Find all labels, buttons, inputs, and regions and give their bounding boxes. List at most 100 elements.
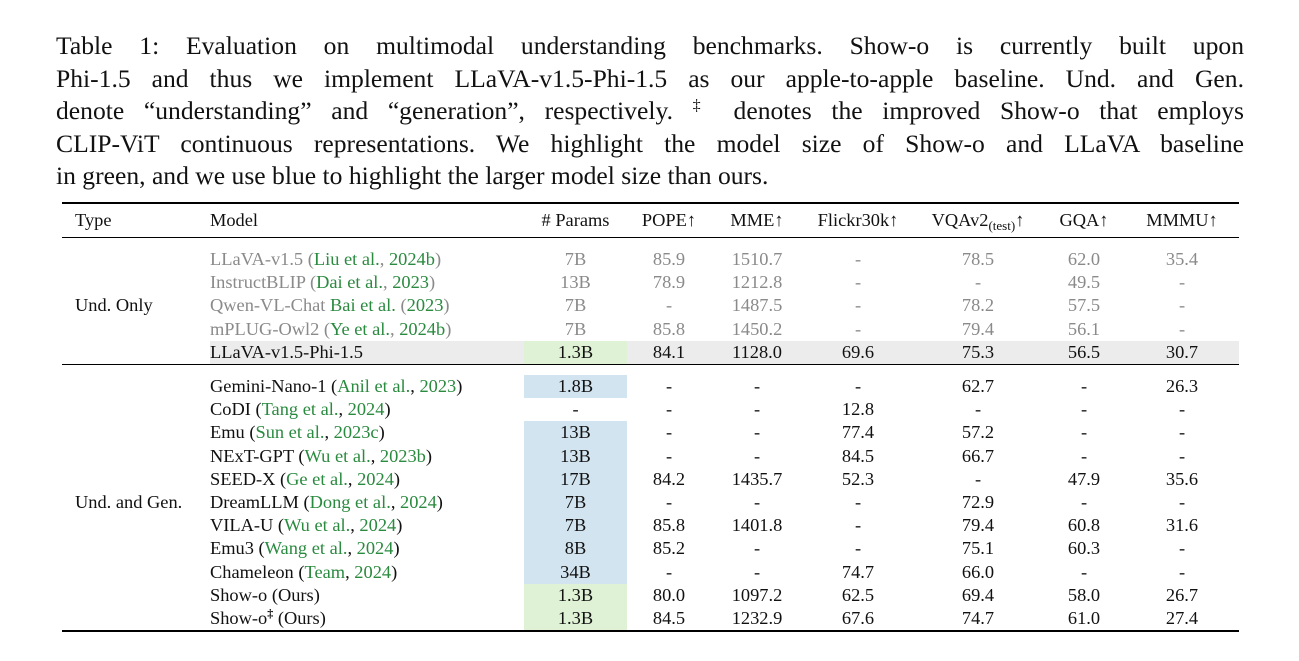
results-table: Type Model # Params POPE↑ MME↑ Flickr30k… xyxy=(62,202,1239,632)
flickr-cell: - xyxy=(854,515,862,536)
gqa-cell: - xyxy=(1080,376,1088,397)
mme-cell: 1232.9 xyxy=(731,608,783,629)
group-label-und-only: Und. Only xyxy=(75,295,153,316)
gqa-cell: - xyxy=(1080,561,1088,582)
double-dagger-symbol: ‡ xyxy=(692,97,714,114)
gqa-cell: 47.9 xyxy=(1067,468,1101,489)
mmmu-cell: 30.7 xyxy=(1125,340,1239,365)
caption-line-4: CLIP-ViT continuous representations. We … xyxy=(56,128,1244,158)
pope-cell: 80.0 xyxy=(652,584,686,605)
flickr-cell: - xyxy=(854,492,862,513)
flickr-cell: 67.6 xyxy=(841,608,875,629)
vqav2-cell: 69.4 xyxy=(961,584,995,605)
mme-cell: - xyxy=(753,376,761,397)
params-cell-highlight-blue: 17B xyxy=(524,467,627,492)
flickr-cell: - xyxy=(854,272,862,293)
mme-cell: - xyxy=(753,538,761,559)
params-cell: 7B xyxy=(564,318,587,339)
gqa-cell: - xyxy=(1080,399,1088,420)
gqa-cell: 61.0 xyxy=(1067,608,1101,629)
gqa-cell: 62.0 xyxy=(1067,249,1101,269)
model-cell: SEED-X (Ge et al., 2024) xyxy=(210,468,401,489)
header-model: Model xyxy=(210,210,259,230)
flickr-cell: - xyxy=(854,538,862,559)
params-cell: 7B xyxy=(564,249,587,269)
mmmu-cell: - xyxy=(1178,538,1186,559)
params-cell-highlight-blue: 34B xyxy=(524,560,627,584)
gqa-cell: 49.5 xyxy=(1067,272,1101,293)
vqav2-cell: 62.7 xyxy=(961,376,995,397)
flickr-cell: 12.8 xyxy=(841,399,875,420)
model-cell: Emu3 (Wang et al., 2024) xyxy=(210,538,400,559)
table-row: SEED-X (Ge et al., 2024) 17B 84.2 1435.7… xyxy=(62,467,1239,492)
header-mmmu: MMMU↑ xyxy=(1146,210,1218,230)
flickr-cell: 69.6 xyxy=(803,340,913,365)
model-cell: Show-o‡ (Ours) xyxy=(210,606,326,629)
gqa-cell: - xyxy=(1080,422,1088,443)
gqa-cell: - xyxy=(1080,445,1088,466)
vqav2-cell: 72.9 xyxy=(961,492,995,513)
pope-cell: - xyxy=(665,445,673,466)
pope-cell: - xyxy=(665,295,673,316)
model-cell: LLaVA-v1.5-Phi-1.5 xyxy=(210,340,524,365)
vqav2-cell: 75.3 xyxy=(913,340,1043,365)
mme-cell: - xyxy=(753,422,761,443)
gqa-cell: 56.1 xyxy=(1067,318,1101,339)
model-cell: mPLUG-Owl2 (Ye et al., 2024b) xyxy=(210,318,452,339)
header-gqa: GQA↑ xyxy=(1059,210,1109,230)
model-cell: Qwen-VL-Chat Bai et al. (2023) xyxy=(210,295,450,316)
model-cell: DreamLLM (Dong et al., 2024) xyxy=(210,492,443,513)
mmmu-cell: 26.3 xyxy=(1165,376,1199,397)
mmmu-cell: - xyxy=(1178,422,1186,443)
vqav2-cell: - xyxy=(974,399,982,420)
group-label-und-gen: Und. and Gen. xyxy=(75,492,183,513)
flickr-cell: - xyxy=(854,295,862,316)
pope-cell: 85.2 xyxy=(652,538,686,559)
flickr-cell: 84.5 xyxy=(841,445,875,466)
params-cell-highlight-green: 1.3B xyxy=(524,607,627,632)
params-cell: 7B xyxy=(564,295,587,316)
model-cell: VILA-U (Wu et al., 2024) xyxy=(210,515,403,536)
vqav2-cell: 78.2 xyxy=(961,295,995,316)
model-cell: CoDI (Tang et al., 2024) xyxy=(210,399,391,420)
gqa-cell: - xyxy=(1080,492,1088,513)
mmmu-cell: - xyxy=(1178,272,1186,293)
flickr-cell: 52.3 xyxy=(841,468,875,489)
table-row: DreamLLM (Dong et al., 2024) 7B - - - 72… xyxy=(62,491,1239,515)
params-cell-highlight-blue: 13B xyxy=(524,444,627,468)
mmmu-cell: - xyxy=(1178,492,1186,513)
pope-cell: 85.8 xyxy=(652,515,686,536)
mme-cell: 1128.0 xyxy=(711,340,803,365)
vqav2-cell: 79.4 xyxy=(961,318,995,339)
mmmu-cell: 26.7 xyxy=(1165,584,1199,605)
table-row: Und. Only LLaVA-v1.5 (Liu et al., 2024b)… xyxy=(62,248,1239,315)
mmmu-cell: 27.4 xyxy=(1165,608,1199,629)
vqav2-cell: 79.4 xyxy=(961,515,995,536)
model-cell: Emu (Sun et al., 2023c) xyxy=(210,422,385,443)
mme-cell: 1510.7 xyxy=(731,249,783,269)
params-cell-highlight-green: 1.3B xyxy=(524,583,627,608)
mme-cell: 1450.2 xyxy=(731,318,783,339)
mme-cell: 1487.5 xyxy=(731,295,783,316)
table-header-row: Type Model # Params POPE↑ MME↑ Flickr30k… xyxy=(62,203,1239,238)
vqav2-cell: 74.7 xyxy=(961,608,995,629)
table-row-baseline: LLaVA-v1.5-Phi-1.5 1.3B 84.1 1128.0 69.6… xyxy=(62,340,1239,365)
header-pope: POPE↑ xyxy=(641,210,697,230)
gqa-cell: 58.0 xyxy=(1067,584,1101,605)
pope-cell: - xyxy=(665,422,673,443)
table-row-ours-improved: Show-o‡ (Ours) 1.3B 84.5 1232.9 67.6 74.… xyxy=(62,606,1239,632)
flickr-cell: - xyxy=(854,376,862,397)
table-row: Emu (Sun et al., 2023c) 13B - - 77.4 57.… xyxy=(62,421,1239,445)
flickr-cell: 77.4 xyxy=(841,422,875,443)
header-params: # Params xyxy=(541,210,610,230)
params-cell-highlight-blue: 13B xyxy=(524,421,627,445)
vqav2-cell: - xyxy=(974,468,982,489)
mmmu-cell: - xyxy=(1178,399,1186,420)
mme-cell: 1401.8 xyxy=(731,515,783,536)
gqa-cell: 60.8 xyxy=(1067,515,1101,536)
params-cell-highlight-blue: 7B xyxy=(524,514,627,538)
model-cell: InstructBLIP (Dai et al., 2023) xyxy=(210,272,436,293)
gqa-cell: 57.5 xyxy=(1067,295,1101,316)
flickr-cell: 62.5 xyxy=(841,584,875,605)
double-dagger-symbol: ‡ xyxy=(267,606,274,621)
